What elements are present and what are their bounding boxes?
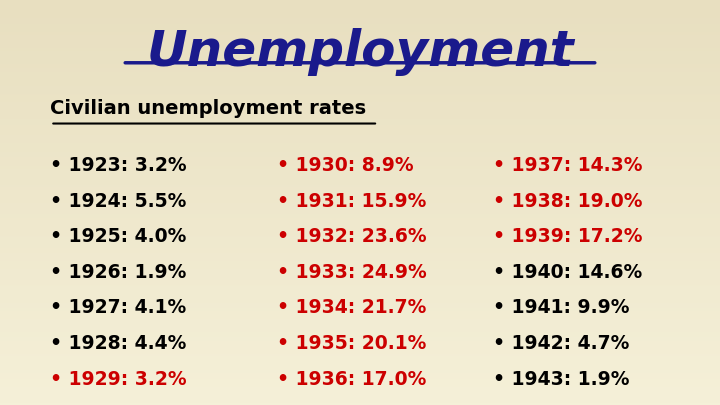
Text: • 1933: 24.9%: • 1933: 24.9%	[277, 263, 427, 282]
Text: • 1923: 3.2%: • 1923: 3.2%	[50, 156, 187, 175]
Text: • 1929: 3.2%: • 1929: 3.2%	[50, 370, 187, 389]
Text: • 1932: 23.6%: • 1932: 23.6%	[277, 227, 427, 246]
Text: • 1940: 14.6%: • 1940: 14.6%	[493, 263, 642, 282]
Text: • 1934: 21.7%: • 1934: 21.7%	[277, 298, 426, 318]
Text: • 1926: 1.9%: • 1926: 1.9%	[50, 263, 186, 282]
Text: • 1928: 4.4%: • 1928: 4.4%	[50, 334, 186, 353]
Text: • 1924: 5.5%: • 1924: 5.5%	[50, 192, 186, 211]
Text: • 1937: 14.3%: • 1937: 14.3%	[493, 156, 643, 175]
Text: • 1941: 9.9%: • 1941: 9.9%	[493, 298, 630, 318]
Text: • 1925: 4.0%: • 1925: 4.0%	[50, 227, 186, 246]
Text: Unemployment: Unemployment	[146, 28, 574, 77]
Text: • 1943: 1.9%: • 1943: 1.9%	[493, 370, 630, 389]
Text: • 1942: 4.7%: • 1942: 4.7%	[493, 334, 629, 353]
Text: • 1936: 17.0%: • 1936: 17.0%	[277, 370, 426, 389]
Text: • 1938: 19.0%: • 1938: 19.0%	[493, 192, 643, 211]
Text: • 1927: 4.1%: • 1927: 4.1%	[50, 298, 186, 318]
Text: • 1935: 20.1%: • 1935: 20.1%	[277, 334, 426, 353]
Text: • 1939: 17.2%: • 1939: 17.2%	[493, 227, 643, 246]
Text: • 1930: 8.9%: • 1930: 8.9%	[277, 156, 414, 175]
Text: Civilian unemployment rates: Civilian unemployment rates	[50, 99, 366, 118]
Text: • 1931: 15.9%: • 1931: 15.9%	[277, 192, 426, 211]
